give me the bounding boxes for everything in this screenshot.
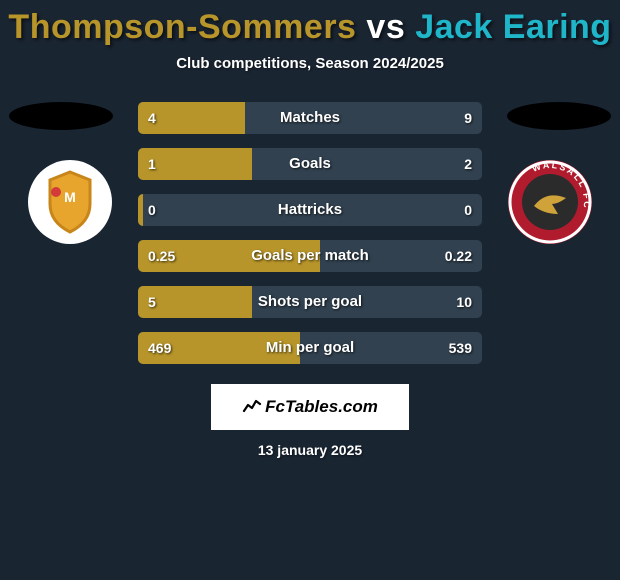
svg-text:M: M bbox=[64, 189, 76, 205]
stat-label: Hattricks bbox=[138, 194, 482, 226]
player1-name: Thompson-Sommers bbox=[8, 8, 356, 46]
date-text: 13 january 2025 bbox=[0, 442, 620, 458]
stat-label: Min per goal bbox=[138, 332, 482, 364]
vs-text: vs bbox=[366, 8, 415, 46]
stat-label: Matches bbox=[138, 102, 482, 134]
brand-box: FcTables.com bbox=[211, 384, 409, 430]
stat-row: 0.250.22Goals per match bbox=[138, 240, 482, 272]
comparison-content: M WALSALL FC 49Matches 12Goals 00Hattricks… bbox=[0, 102, 620, 458]
stat-label: Shots per goal bbox=[138, 286, 482, 318]
stat-label: Goals bbox=[138, 148, 482, 180]
stat-row: 49Matches bbox=[138, 102, 482, 134]
subtitle: Club competitions, Season 2024/2025 bbox=[0, 55, 620, 72]
comparison-title: Thompson-Sommers vs Jack Earing bbox=[0, 0, 620, 47]
player2-silhouette bbox=[504, 96, 614, 136]
player2-club-badge: WALSALL FC bbox=[508, 160, 592, 244]
stat-row: 469539Min per goal bbox=[138, 332, 482, 364]
brand-text: FcTables.com bbox=[265, 397, 378, 417]
player1-silhouette bbox=[6, 96, 116, 136]
player2-name: Jack Earing bbox=[415, 8, 611, 46]
stat-row: 12Goals bbox=[138, 148, 482, 180]
stat-row: 510Shots per goal bbox=[138, 286, 482, 318]
stat-bars: 49Matches 12Goals 00Hattricks 0.250.22Goals… bbox=[138, 102, 482, 364]
brand-icon bbox=[242, 395, 262, 420]
player1-club-badge: M bbox=[28, 160, 112, 244]
stat-label: Goals per match bbox=[138, 240, 482, 272]
stat-row: 00Hattricks bbox=[138, 194, 482, 226]
